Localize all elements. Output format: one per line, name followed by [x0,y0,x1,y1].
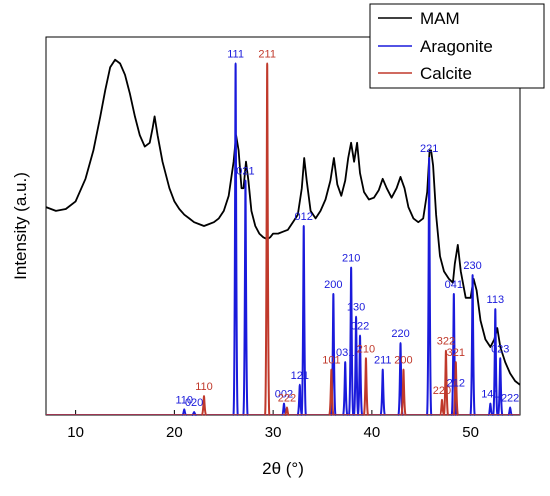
aragonite-peak-label: 211 [374,355,392,367]
x-tick-label: 50 [462,424,479,441]
legend-label-aragonite: Aragonite [420,37,493,56]
calcite-peak-label: 110 [195,381,213,393]
calcite-peak-label: 200 [394,355,412,367]
aragonite-peak-label: 210 [342,253,360,265]
calcite-peak [452,361,459,416]
aragonite-peak-label: 021 [236,166,254,178]
peak-labels: 1100201110210021210122000312101300222112… [175,48,519,409]
aragonite-peak [507,406,513,416]
calcite-peak-label: 211 [258,48,276,60]
calcite-peak-label: 322 [437,336,455,348]
aragonite-peak-label: 012 [295,211,313,223]
aragonite-peak-label: 220 [391,328,409,340]
aragonite-peak [181,408,187,416]
aragonite-peak [352,315,360,416]
calcite-peak-label: 321 [447,347,465,359]
aragonite-peak [497,357,504,416]
aragonite-peak [492,308,499,416]
aragonite-peak-label: 020 [185,397,203,409]
aragonite-peak [379,368,386,416]
x-axis-label: 2θ (°) [262,459,304,478]
aragonite-peak-label: 002 [275,389,293,401]
aragonite-peak-label: 200 [324,279,342,291]
x-tick-label: 40 [364,424,381,441]
aragonite-peak [232,61,239,416]
y-axis-label: Intensity (a.u.) [11,172,30,280]
legend: MAM Aragonite Calcite [369,3,545,89]
calcite-peak [328,368,335,416]
aragonite-peak [296,383,303,416]
mam-line [45,58,521,386]
aragonite-peak-label: 222 [501,392,519,404]
calcite-peak [438,398,446,416]
calcite-peak [400,368,407,416]
x-tick-label: 20 [166,424,183,441]
legend-label-mam: MAM [420,9,460,28]
calcite-peak [200,395,208,416]
aragonite-peak [300,224,307,416]
aragonite-peak [425,156,433,416]
x-tick-label: 30 [265,424,282,441]
aragonite-peak-label: 221 [420,143,438,155]
calcite-peak-label: 101 [322,355,340,367]
calcite-peak [442,349,450,416]
plot-frame [45,36,521,416]
aragonite-peak-label: 130 [347,302,365,314]
aragonite-peak-label: 212 [447,377,465,389]
aragonite-peak [347,266,355,416]
legend-label-calcite: Calcite [420,64,472,83]
calcite-peak [284,406,290,416]
aragonite-peak-label: 041 [445,279,463,291]
x-tick-label: 10 [67,424,84,441]
aragonite-peak [242,179,249,416]
calcite-peak-label: 210 [357,343,375,355]
aragonite-peak-label: 023 [491,343,509,355]
aragonite-peak [487,402,494,416]
aragonite-peak-label: 110 [175,394,193,406]
calcite-peak [362,357,370,416]
aragonite-peak-label: 031 [336,347,354,359]
series-layer [45,58,521,416]
aragonite-peak-label: 141 [481,389,499,401]
calcite-peak-label: 220 [433,385,451,397]
calcite-peak-label: 222 [278,392,296,404]
aragonite-peak [397,342,404,416]
aragonite-peak [469,274,476,416]
aragonite-peak-label: 022 [351,321,369,333]
aragonite-peak-label: 121 [291,370,309,382]
calcite-peak [264,61,271,416]
aragonite-peak-label: 113 [487,294,505,306]
aragonite-peak [356,334,364,416]
aragonite-peak-label: 111 [227,48,244,60]
aragonite-peak-label: 230 [463,260,481,272]
aragonite-peak [342,361,349,416]
